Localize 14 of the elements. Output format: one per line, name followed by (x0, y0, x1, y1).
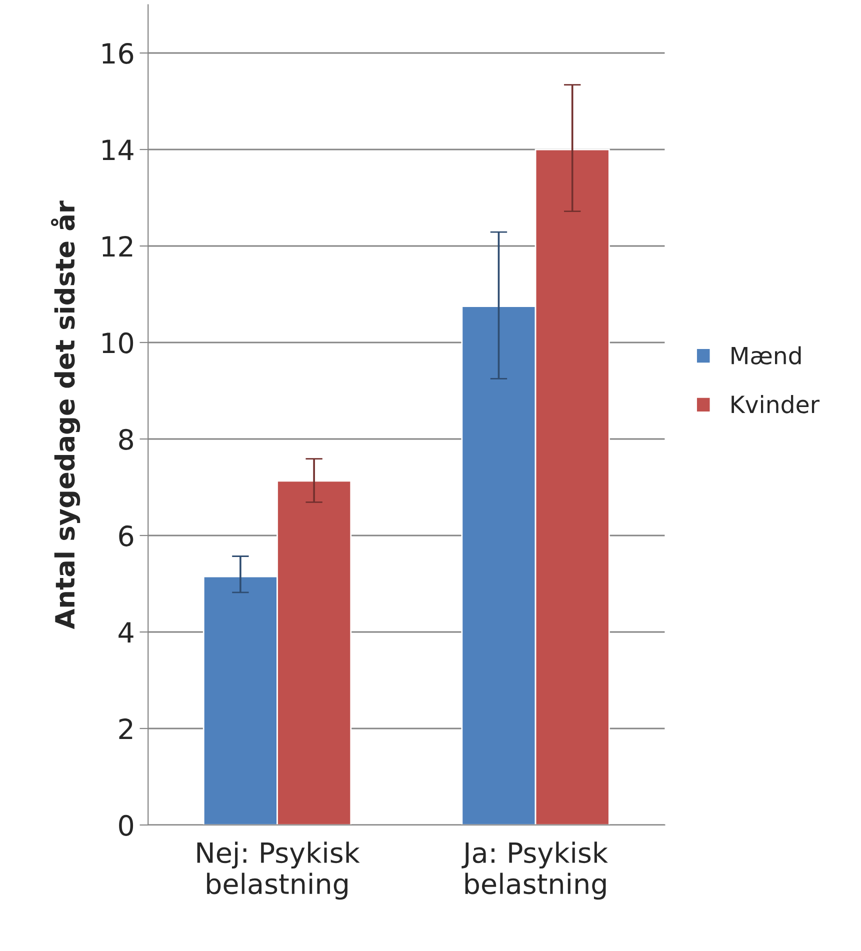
x-tick-label: Nej: Psykisk belastning (197, 842, 360, 900)
y-tick-label: 8 (119, 428, 133, 450)
y-tick-label: 0 (119, 814, 134, 836)
y-axis-title: Antal sygedage det sidste år (50, 200, 80, 630)
y-tick-label: 10 (102, 332, 134, 354)
y-tick-label: 6 (119, 525, 134, 546)
y-tick-label: 16 (102, 42, 134, 64)
y-tick-label: 2 (119, 718, 132, 740)
y-tick-label: 4 (118, 622, 134, 643)
x-tick-label: Ja: Psykisk belastning (462, 842, 608, 900)
y-tick-label: 12 (102, 236, 132, 257)
legend-label: Mænd (732, 346, 801, 365)
legend-label: Kvinder (732, 395, 820, 414)
y-tick-label: 14 (102, 140, 134, 160)
